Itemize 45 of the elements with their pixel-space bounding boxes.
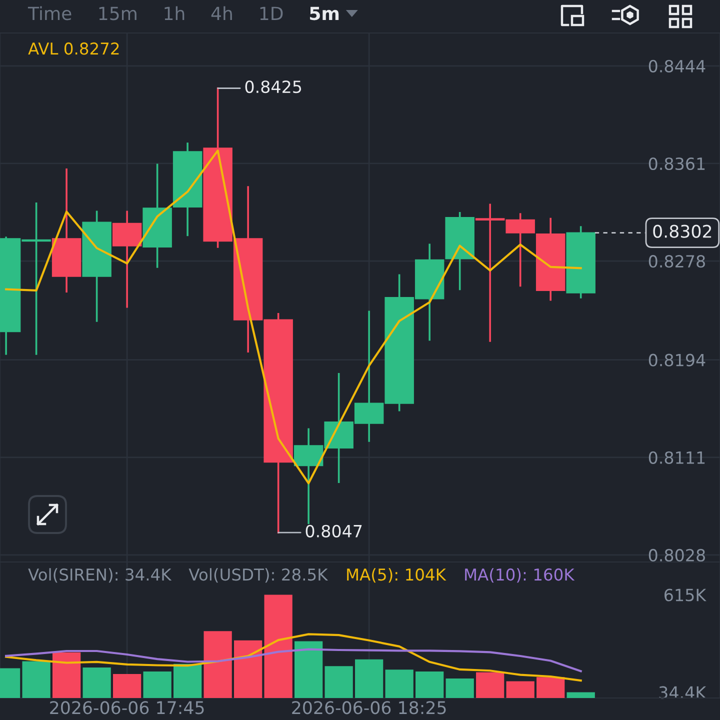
y-tick-label: 615K (664, 588, 706, 602)
bar (112, 674, 142, 698)
bar (82, 667, 111, 698)
y-tick-label: 0.8361 (648, 157, 705, 170)
y-tick-label: 0.8194 (648, 354, 706, 366)
bar (204, 631, 232, 698)
text: 5m (310, 6, 339, 20)
line-series (5, 648, 582, 672)
bar (324, 666, 353, 698)
bar (264, 594, 292, 698)
ref-line-label: 0.8302 (653, 224, 712, 238)
text: 4h (211, 6, 232, 20)
text: 15m (99, 6, 136, 20)
text: 1h (164, 6, 184, 20)
y-tick-label: 0.8111 (648, 451, 705, 464)
line-series (5, 150, 582, 484)
bar (385, 670, 414, 698)
bar (476, 672, 504, 698)
bar (234, 640, 262, 698)
bar (416, 671, 444, 698)
bar (52, 652, 81, 698)
annotation: 0.8425 (245, 80, 302, 94)
annotation: Vol(USDT): 28.5K (188, 568, 328, 583)
y-tick-label: 0.8444 (648, 60, 706, 72)
bar (506, 681, 534, 698)
bar (143, 671, 172, 698)
text: MA(5): 104K (347, 568, 446, 583)
text: Time (28, 6, 72, 20)
annotation: Vol(SIREN): 34.4K (28, 568, 172, 583)
annotation: 0.8047 (306, 524, 362, 538)
text: 1D (260, 6, 283, 20)
bar (446, 678, 474, 698)
bar (22, 661, 50, 698)
y-tick-label: 0.8028 (648, 548, 705, 562)
bar (173, 664, 202, 698)
bar (355, 659, 384, 698)
line-series (5, 633, 582, 682)
x-tick-label: 2026-06-06 18:25 (292, 701, 446, 714)
y-tick-label: 0.8278 (648, 255, 705, 268)
x-tick-label: 2026-06-06 17:45 (50, 701, 204, 714)
text: AVL 0.8272 (28, 42, 119, 55)
bar (566, 692, 595, 698)
bar (294, 641, 323, 698)
bar (536, 677, 565, 698)
text: MA(10): 160K (465, 568, 575, 583)
